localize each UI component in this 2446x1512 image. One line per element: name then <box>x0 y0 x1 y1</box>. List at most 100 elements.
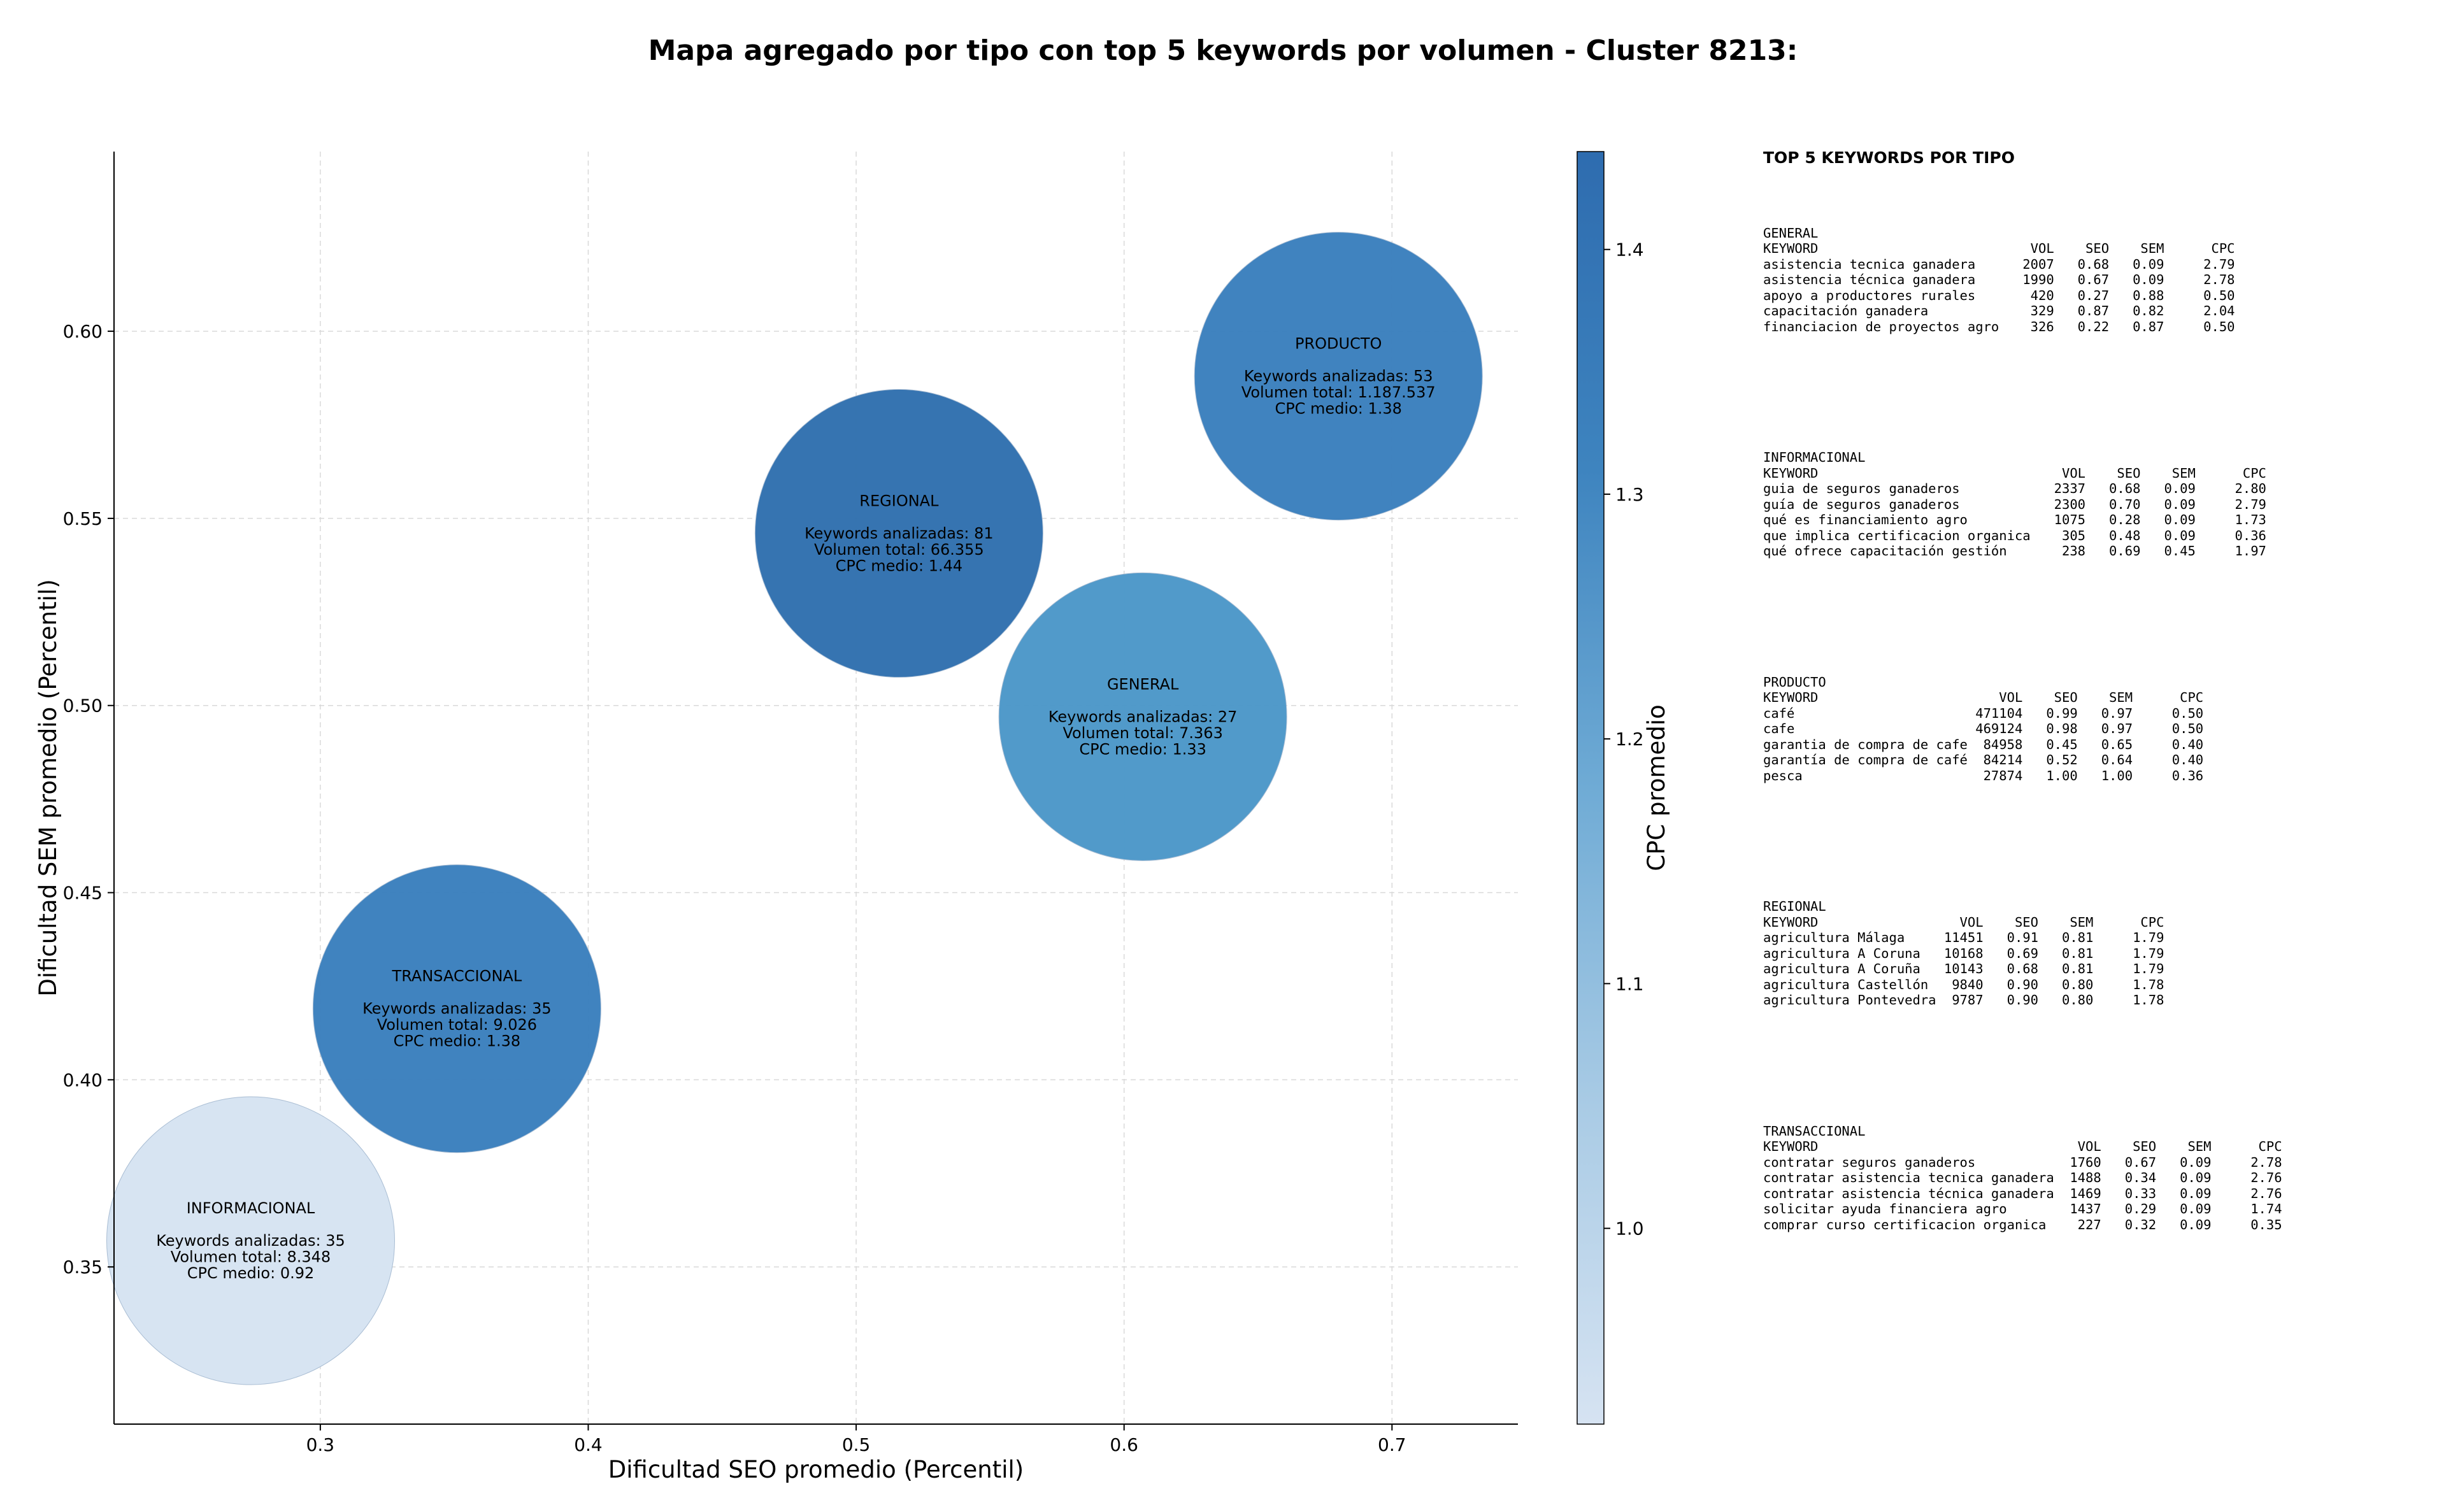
colorbar-ticks: 1.0 1.1 1.2 1.3 1.4 <box>1604 239 1644 1239</box>
bubble-label-line: CPC medio: 1.38 <box>1275 400 1402 418</box>
keyword-row: que implica certificacion organica 305 0… <box>1763 527 2266 543</box>
bubble-label-line: Volumen total: 1.187.537 <box>1241 383 1436 401</box>
colorbar-title: CPC promedio <box>1643 704 1670 871</box>
keyword-row: solicitar ayuda financiera agro 1437 0.2… <box>1763 1201 2282 1216</box>
bubble-label-line: Keywords analizadas: 53 <box>1244 367 1433 385</box>
bubble-label-line: CPC medio: 0.92 <box>187 1264 315 1282</box>
keyword-row: cafe 469124 0.98 0.97 0.50 <box>1763 721 2204 736</box>
colorbar-tick-label: 1.2 <box>1615 729 1644 750</box>
keyword-row: garantía de compra de café 84214 0.52 0.… <box>1763 752 2204 767</box>
keyword-row: contratar seguros ganaderos 1760 0.67 0.… <box>1763 1154 2282 1170</box>
bubble-circle <box>312 864 601 1153</box>
bubble-transaccional: TRANSACCIONAL Keywords analizadas: 35Volu… <box>312 864 601 1153</box>
bubble-label-line: Volumen total: 9.026 <box>377 1016 537 1034</box>
y-axis-title: Dificultad SEM promedio (Percentil) <box>34 579 62 996</box>
x-tick-label: 0.6 <box>1110 1434 1138 1455</box>
keyword-row: asistencia tecnica ganadera 2007 0.68 0.… <box>1763 256 2235 272</box>
keyword-row: agricultura Castellón 9840 0.90 0.80 1.7… <box>1763 976 2164 992</box>
bubble-label-line: Volumen total: 66.355 <box>814 541 984 559</box>
keyword-row: financiacion de proyectos agro 326 0.22 … <box>1763 318 2235 334</box>
colorbar-tick-label: 1.0 <box>1615 1218 1644 1239</box>
y-tick-label: 0.40 <box>63 1069 103 1090</box>
keyword-row: qué es financiamiento agro 1075 0.28 0.0… <box>1763 512 2266 527</box>
y-tick-label: 0.60 <box>63 321 103 342</box>
block-header-row: KEYWORD VOL SEO SEM CPC <box>1763 914 2164 930</box>
keyword-row: asistencia técnica ganadera 1990 0.67 0.… <box>1763 272 2235 287</box>
chart-title: Mapa agregado por tipo con top 5 keyword… <box>648 34 1798 67</box>
bubble-label-line: REGIONAL <box>859 492 939 510</box>
y-tick-label: 0.55 <box>63 508 103 529</box>
bubble-label-line: CPC medio: 1.38 <box>394 1032 521 1050</box>
keyword-block-informacional: INFORMACIONAL KEYWORD VOL SEO SEM CPC guia… <box>1763 450 2426 559</box>
y-tick-label: 0.45 <box>63 883 103 904</box>
x-tick-label: 0.4 <box>574 1434 603 1455</box>
keyword-row: capacitación ganadera 329 0.87 0.82 2.04 <box>1763 303 2235 318</box>
bubble-label-line: CPC medio: 1.33 <box>1079 740 1206 758</box>
bubble-circle <box>754 389 1043 678</box>
keyword-row: apoyo a productores rurales 420 0.27 0.8… <box>1763 287 2235 303</box>
axes <box>113 152 1518 1425</box>
keyword-block-regional: REGIONAL KEYWORD VOL SEO SEM CPC agricultu… <box>1763 899 2426 1008</box>
colorbar-tick-label: 1.3 <box>1615 484 1644 505</box>
bubble-label-line: INFORMACIONAL <box>187 1199 315 1217</box>
bubble-label-line: Volumen total: 8.348 <box>171 1248 331 1266</box>
bubble-label-line: GENERAL <box>1107 675 1179 693</box>
keyword-row: agricultura Pontevedra 9787 0.90 0.80 1.… <box>1763 992 2164 1008</box>
keyword-block-general: GENERAL KEYWORD VOL SEO SEM CPC asistencia… <box>1763 225 2426 335</box>
keyword-row: agricultura A Coruña 10143 0.68 0.81 1.7… <box>1763 961 2164 976</box>
bubble-informacional: INFORMACIONAL Keywords analizadas: 35Volu… <box>106 1096 396 1385</box>
keyword-row: garantia de compra de cafe 84958 0.45 0.… <box>1763 736 2204 752</box>
bubble-label-line: Volumen total: 7.363 <box>1062 724 1222 742</box>
keyword-row: café 471104 0.99 0.97 0.50 <box>1763 705 2204 721</box>
bubble-label-line: Keywords analizadas: 35 <box>362 1000 552 1018</box>
keyword-block-producto: PRODUCTO KEYWORD VOL SEO SEM CPC café 4711… <box>1763 674 2426 784</box>
keyword-row: comprar curso certificacion organica 227… <box>1763 1216 2282 1232</box>
block-header-row: KEYWORD VOL SEO SEM CPC <box>1763 241 2235 256</box>
keyword-row: guia de seguros ganaderos 2337 0.68 0.09… <box>1763 481 2266 496</box>
block-header-row: KEYWORD VOL SEO SEM CPC <box>1763 1139 2282 1154</box>
x-tick-label: 0.5 <box>842 1434 871 1455</box>
x-axis-title: Dificultad SEO promedio (Percentil) <box>608 1456 1024 1483</box>
x-ticks: 0.3 0.4 0.5 0.6 0.7 <box>306 1424 1406 1455</box>
keyword-row: qué ofrece capacitación gestión 238 0.69… <box>1763 543 2266 559</box>
block-heading: PRODUCTO <box>1763 674 1826 690</box>
keyword-blocks: GENERAL KEYWORD VOL SEO SEM CPC asistencia… <box>1763 225 2426 1233</box>
bubble-circle <box>106 1096 396 1385</box>
y-ticks: 0.35 0.40 0.45 0.50 0.55 0.60 <box>63 321 114 1278</box>
keyword-row: guía de seguros ganaderos 2300 0.70 0.09… <box>1763 496 2266 512</box>
top-keywords-panel: TOP 5 KEYWORDS POR TIPO GENERAL KEYWORD V… <box>1763 150 2426 1348</box>
block-heading: TRANSACCIONAL <box>1763 1123 1866 1139</box>
x-tick-label: 0.3 <box>306 1434 335 1455</box>
bubble-label-line: TRANSACCIONAL <box>392 967 522 985</box>
keyword-row: contratar asistencia tecnica ganadera 14… <box>1763 1170 2282 1185</box>
block-heading: GENERAL <box>1763 225 1819 241</box>
keyword-row: agricultura A Coruna 10168 0.69 0.81 1.7… <box>1763 945 2164 961</box>
bubble-label-line: Keywords analizadas: 81 <box>805 524 994 542</box>
keyword-row: agricultura Málaga 11451 0.91 0.81 1.79 <box>1763 930 2164 945</box>
colorbar-bar <box>1577 151 1605 1425</box>
block-heading: INFORMACIONAL <box>1763 450 1866 465</box>
bubble-label-line: Keywords analizadas: 27 <box>1048 708 1238 725</box>
bubble-label-line: PRODUCTO <box>1295 335 1382 353</box>
bubble-circle <box>998 572 1287 861</box>
y-tick-label: 0.50 <box>63 695 103 717</box>
panel-title: TOP 5 KEYWORDS POR TIPO <box>1763 148 2015 167</box>
colorbar <box>1577 151 1605 1425</box>
bubble-label-line: Keywords analizadas: 35 <box>156 1232 345 1250</box>
keyword-row: pesca 27874 1.00 1.00 0.36 <box>1763 767 2204 783</box>
x-tick-label: 0.7 <box>1378 1434 1406 1455</box>
keyword-row: contratar asistencia técnica ganadera 14… <box>1763 1185 2282 1201</box>
keyword-block-transaccional: TRANSACCIONAL KEYWORD VOL SEO SEM CPC cont… <box>1763 1123 2426 1233</box>
bubble-circle <box>1194 232 1483 521</box>
y-tick-label: 0.35 <box>63 1257 103 1278</box>
block-header-row: KEYWORD VOL SEO SEM CPC <box>1763 690 2204 705</box>
colorbar-tick-label: 1.1 <box>1615 973 1644 994</box>
bubble-label-line: CPC medio: 1.44 <box>836 557 963 574</box>
colorbar-tick-label: 1.4 <box>1615 239 1644 260</box>
block-header-row: KEYWORD VOL SEO SEM CPC <box>1763 465 2266 481</box>
